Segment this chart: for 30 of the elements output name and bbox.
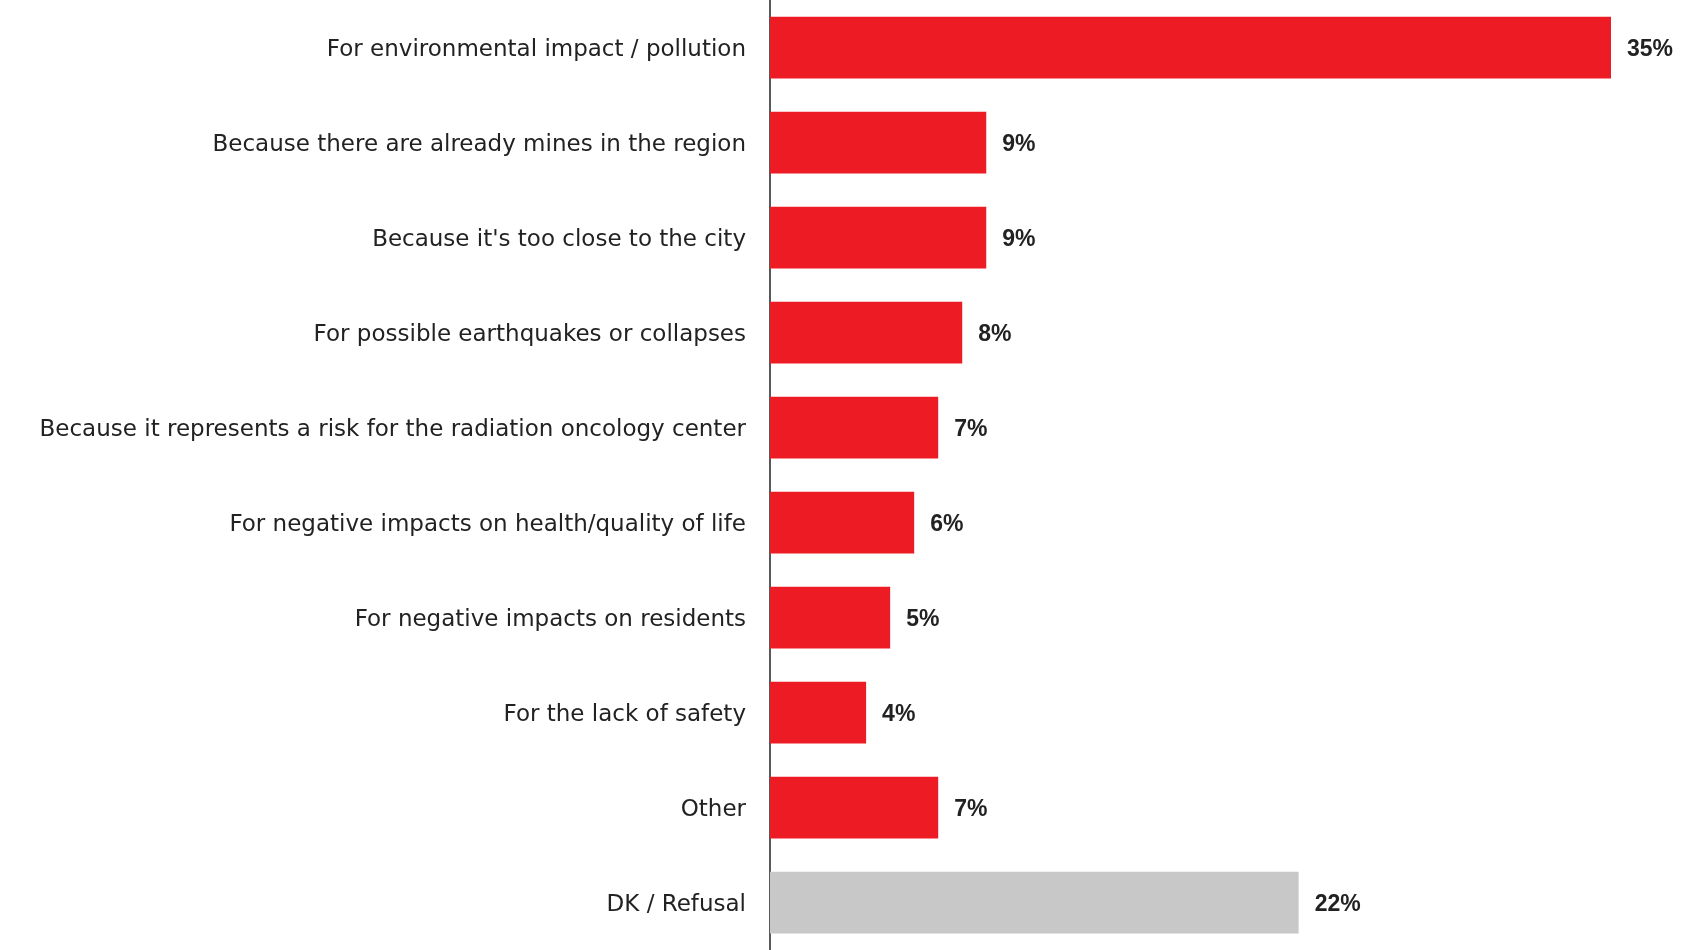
bar [770, 301, 963, 364]
bar [770, 396, 939, 459]
data-label: 6% [930, 509, 964, 536]
bar [770, 111, 987, 174]
y-tick-label: Because it represents a risk for the radiation oncology center [39, 414, 747, 441]
y-tick-label: Because it's too close to the city [372, 224, 746, 251]
bar [770, 491, 915, 554]
data-label: 22% [1314, 889, 1361, 916]
y-tick-label: Other [680, 794, 747, 821]
data-label: 7% [954, 414, 988, 441]
bar [770, 776, 939, 839]
y-tick-label: For the lack of safety [503, 699, 746, 726]
data-label: 4% [882, 699, 916, 726]
y-tick-label: Because there are already mines in the region [212, 129, 746, 156]
data-label: 35% [1627, 34, 1674, 61]
bar [770, 206, 987, 269]
bar [770, 16, 1611, 79]
bar [770, 871, 1299, 934]
y-tick-label: DK / Refusal [606, 889, 746, 916]
y-tick-label: For environmental impact / pollution [326, 34, 746, 61]
data-label: 9% [1002, 224, 1036, 251]
y-tick-label: For negative impacts on health/quality of life [229, 509, 746, 536]
bar [770, 681, 867, 744]
data-label: 5% [906, 604, 940, 631]
y-tick-label: For negative impacts on residents [354, 604, 746, 631]
bar [770, 586, 891, 649]
data-label: 9% [1002, 129, 1036, 156]
data-label: 8% [978, 319, 1012, 346]
y-tick-label: For possible earthquakes or collapses [313, 319, 746, 346]
data-label: 7% [954, 794, 988, 821]
